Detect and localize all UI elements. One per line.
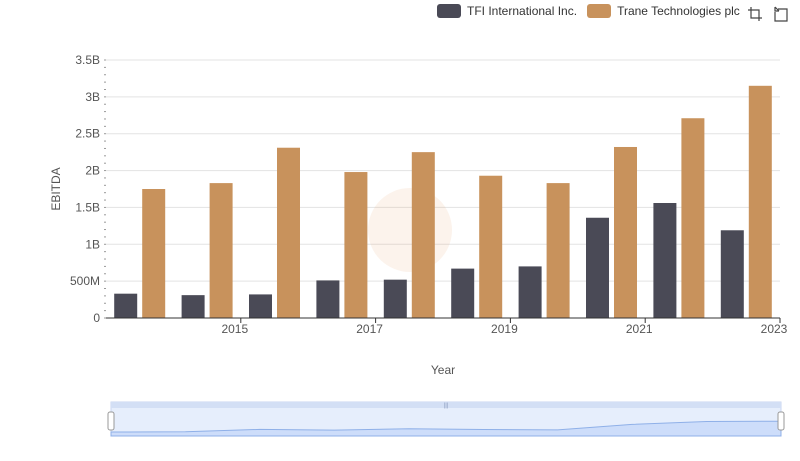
x-tick-label: 2019 [491, 322, 518, 336]
bar-trane-2022[interactable] [681, 118, 705, 318]
watermark-logo [368, 188, 452, 272]
legend-swatch-tfi [437, 4, 461, 18]
range-navigator[interactable]: ||| [107, 401, 785, 437]
bar-tfi-2017[interactable] [316, 280, 340, 318]
bar-tfi-2016[interactable] [249, 294, 272, 318]
bar-tfi-2014[interactable] [114, 293, 138, 318]
navigator-right-handle[interactable] [777, 411, 785, 431]
bar-trane-2015[interactable] [209, 183, 233, 318]
bar-trane-2019[interactable] [479, 175, 503, 318]
bar-tfi-2020[interactable] [518, 266, 542, 318]
legend-swatch-trane [587, 4, 612, 18]
y-tick-label: 2B [85, 164, 100, 178]
y-tick-label: 2.5B [75, 127, 100, 141]
y-tick-label: 1.5B [75, 200, 100, 214]
bar-trane-2023[interactable] [748, 85, 772, 318]
navigator-left-handle[interactable] [107, 411, 115, 431]
legend-label-tfi: TFI International Inc. [467, 4, 578, 18]
bar-tfi-2022[interactable] [653, 203, 677, 318]
y-tick-label: 500M [70, 274, 100, 288]
bar-tfi-2015[interactable] [181, 295, 205, 318]
bar-tfi-2021[interactable] [586, 217, 609, 318]
x-tick-label: 2015 [221, 322, 248, 336]
x-axis-title: Year [431, 363, 455, 377]
bar-tfi-2019[interactable] [451, 268, 475, 318]
x-axis-ticks: 2015 2017 2019 2021 2023 [221, 318, 788, 336]
bar-trane-2014[interactable] [142, 189, 166, 318]
bar-trane-2018[interactable] [411, 152, 435, 318]
legend-item-tfi[interactable]: TFI International Inc. [437, 4, 577, 18]
navigator-grip-icon[interactable]: ||| [444, 403, 449, 409]
x-tick-label: 2023 [761, 322, 788, 336]
navigator-top-bar[interactable] [111, 402, 781, 408]
x-tick-label: 2017 [356, 322, 383, 336]
y-axis-title: EBITDA [49, 167, 63, 210]
bar-trane-2017[interactable] [344, 172, 368, 318]
bar-trane-2021[interactable] [614, 146, 637, 318]
reset-zoom-icon[interactable] [773, 6, 789, 22]
x-tick-label: 2021 [626, 322, 653, 336]
legend: TFI International Inc. Trane Technologie… [437, 4, 740, 18]
y-tick-label: 3B [85, 90, 100, 104]
y-tick-label: 0 [93, 311, 100, 325]
bar-trane-2016[interactable] [277, 147, 300, 318]
bar-tfi-2023[interactable] [720, 230, 744, 318]
zoom-icon[interactable] [747, 6, 763, 22]
legend-label-trane: Trane Technologies plc [617, 4, 740, 18]
y-tick-label: 1B [85, 237, 100, 251]
y-axis-ticks: 0 500M 1B 1.5B 2B 2.5B 3B 3.5B [70, 53, 106, 325]
y-tick-label: 3.5B [75, 53, 100, 67]
legend-item-trane[interactable]: Trane Technologies plc [587, 4, 740, 18]
bar-tfi-2018[interactable] [383, 279, 407, 318]
bars-group [114, 85, 772, 318]
bar-trane-2020[interactable] [546, 183, 570, 318]
